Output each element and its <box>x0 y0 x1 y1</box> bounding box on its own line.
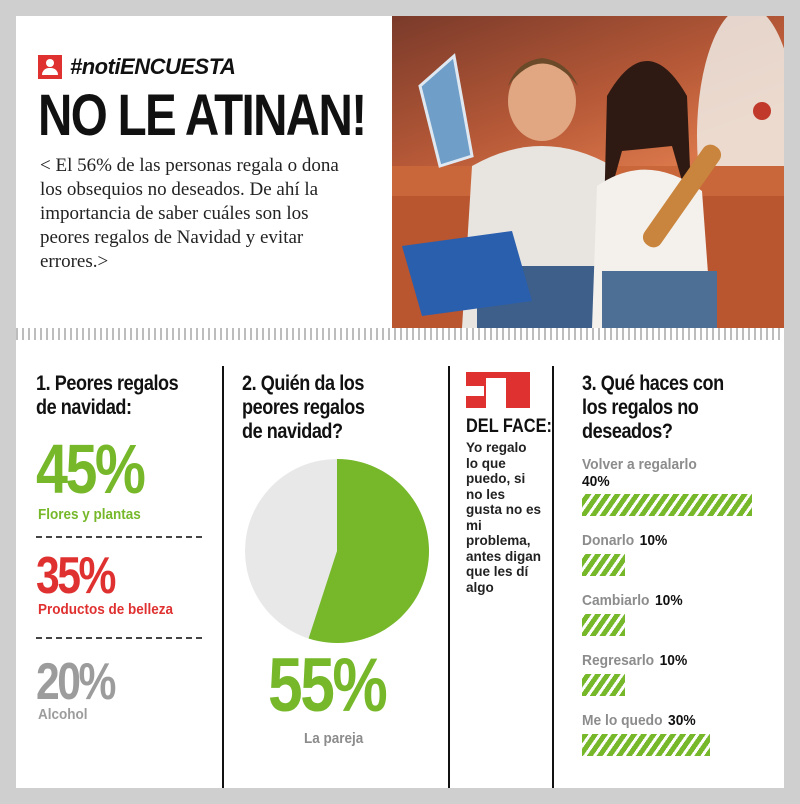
column-separator <box>552 366 554 788</box>
worst-gift-2-label: Productos de belleza <box>38 601 174 618</box>
pie-category-label: La pareja <box>304 730 364 747</box>
column-separator <box>448 366 450 788</box>
bar-label: Donarlo 10% <box>582 532 667 549</box>
col2-title-line2: peores regalos <box>242 396 365 419</box>
infographic: #notiENCUESTA NO LE ATINAN! < El 56% de … <box>16 16 784 788</box>
bar-label: Me lo quedo 30% <box>582 712 696 729</box>
pie-pct-label: 55% <box>268 643 388 728</box>
bar-value-label: 10% <box>639 532 668 549</box>
bar <box>582 614 625 636</box>
bar-category-label: Donarlo <box>582 532 635 549</box>
face-quote: Yo regalo lo que puedo, si no les gusta … <box>466 440 542 595</box>
bar-label: Regresarlo 10% <box>582 652 687 669</box>
face-logo-icon <box>466 372 530 408</box>
bar-value-label: 40% <box>582 473 610 490</box>
brand-name: #notiENCUESTA <box>70 54 236 79</box>
couple-photo <box>392 16 784 328</box>
col2-title: 2. Quién da los peores regalos de navida… <box>242 372 365 444</box>
worst-gift-2-pct: 35% <box>36 547 116 605</box>
col2-title-line3: de navidad? <box>242 420 343 443</box>
worst-gift-1-pct: 45% <box>36 430 146 508</box>
header-separator <box>16 328 784 340</box>
column-separator <box>222 366 224 788</box>
divider <box>36 637 202 639</box>
bar <box>582 674 625 696</box>
bar-category-label: Me lo quedo <box>582 712 663 729</box>
brand: #notiENCUESTA <box>38 52 236 82</box>
bar-value-label: 10% <box>659 652 688 669</box>
face-title: DEL FACE: <box>466 416 552 437</box>
bar-value-label: 30% <box>668 712 696 729</box>
col4-title: 3. Qué haces con los regalos no deseados… <box>582 372 724 444</box>
bar-category-label: Cambiarlo <box>582 592 650 609</box>
col4-title-line3: deseados? <box>582 420 673 443</box>
page-title: NO LE ATINAN! <box>38 83 367 148</box>
worst-gift-1-label: Flores y plantas <box>38 506 141 523</box>
col1-title-line1: 1. Peores regalos <box>36 372 179 395</box>
col2-title-line1: 2. Quién da los <box>242 372 365 395</box>
bar-category-label: Volver a regalarlo <box>582 456 697 473</box>
col4-title-line2: los regalos no <box>582 396 699 419</box>
col4-title-line1: 3. Qué haces con <box>582 372 724 395</box>
bar-label: Volver a regalarlo 40% <box>582 456 697 490</box>
col1-title-line2: de navidad: <box>36 396 132 419</box>
divider <box>36 536 202 538</box>
intro-text: < El 56% de las personas regala o dona l… <box>40 155 339 272</box>
bar <box>582 734 710 756</box>
pie-slice-la-pareja <box>308 459 430 643</box>
bar-category-label: Regresarlo <box>582 652 655 669</box>
bar-label: Cambiarlo 10% <box>582 592 683 609</box>
bar-value-label: 10% <box>655 592 683 609</box>
giver-pie-chart <box>245 459 430 643</box>
bar <box>582 554 625 576</box>
user-icon <box>38 55 62 79</box>
col1-title: 1. Peores regalos de navidad: <box>36 372 179 420</box>
worst-gift-3-pct: 20% <box>36 653 116 711</box>
worst-gift-3-label: Alcohol <box>38 706 88 723</box>
bar <box>582 494 752 516</box>
